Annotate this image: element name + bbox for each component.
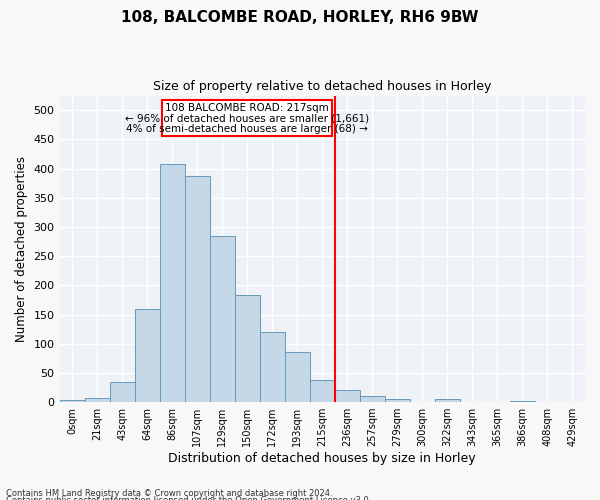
- Bar: [510, 401, 535, 402]
- Bar: [110, 382, 134, 402]
- Bar: [85, 398, 110, 402]
- Bar: [310, 380, 335, 402]
- Y-axis label: Number of detached properties: Number of detached properties: [15, 156, 28, 342]
- Title: Size of property relative to detached houses in Horley: Size of property relative to detached ho…: [153, 80, 491, 93]
- Bar: [335, 390, 360, 402]
- Bar: [435, 399, 460, 402]
- Bar: [360, 396, 385, 402]
- Bar: [260, 332, 285, 402]
- Text: 108 BALCOMBE ROAD: 217sqm: 108 BALCOMBE ROAD: 217sqm: [166, 102, 329, 113]
- Bar: [185, 176, 209, 402]
- Text: 4% of semi-detached houses are larger (68) →: 4% of semi-detached houses are larger (6…: [126, 124, 368, 134]
- Bar: [162, 100, 332, 136]
- Bar: [385, 398, 410, 402]
- Bar: [285, 352, 310, 402]
- Bar: [59, 400, 85, 402]
- X-axis label: Distribution of detached houses by size in Horley: Distribution of detached houses by size …: [169, 452, 476, 465]
- Bar: [209, 236, 235, 402]
- Bar: [235, 294, 260, 402]
- Text: Contains HM Land Registry data © Crown copyright and database right 2024.: Contains HM Land Registry data © Crown c…: [6, 488, 332, 498]
- Bar: [160, 164, 185, 402]
- Text: ← 96% of detached houses are smaller (1,661): ← 96% of detached houses are smaller (1,…: [125, 113, 369, 123]
- Bar: [134, 308, 160, 402]
- Text: 108, BALCOMBE ROAD, HORLEY, RH6 9BW: 108, BALCOMBE ROAD, HORLEY, RH6 9BW: [121, 10, 479, 25]
- Text: Contains public sector information licensed under the Open Government Licence v3: Contains public sector information licen…: [6, 496, 371, 500]
